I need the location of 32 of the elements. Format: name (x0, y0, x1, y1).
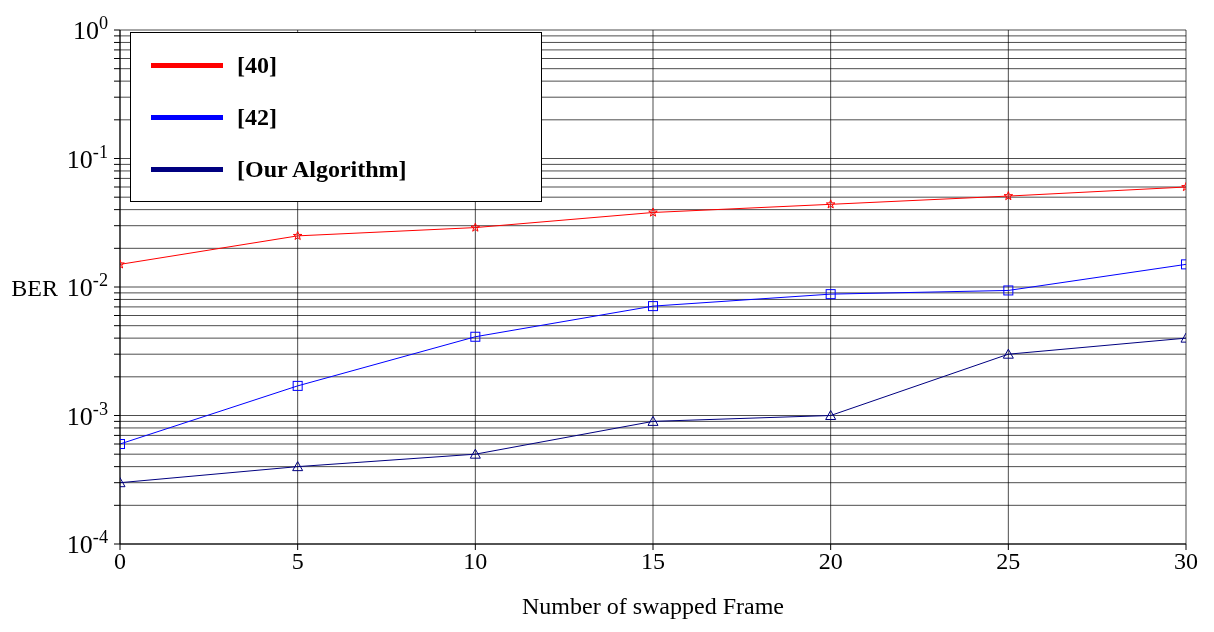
point (647, 415, 659, 426)
y-axis-title: BER (11, 274, 58, 301)
point (648, 301, 658, 312)
point (292, 380, 303, 391)
x-tick-label: 10 (463, 548, 488, 575)
x-tick-label: 15 (641, 548, 665, 575)
x-tick-label: 30 (1174, 548, 1198, 575)
x-axis-title: Number of swapped Frame (522, 593, 784, 619)
y-tick-label: 10$^{0}$ (72, 13, 108, 45)
point (470, 331, 481, 342)
point (825, 289, 836, 300)
point (469, 448, 481, 459)
y-tick-label: 10$^{-4}$ (66, 527, 108, 559)
legend-label: [Our Algorithm] (237, 155, 407, 183)
point (292, 230, 303, 241)
point (648, 207, 658, 217)
x-tick-label: 20 (818, 548, 843, 575)
y-tick-label: 10$^{-3}$ (66, 398, 108, 431)
x-tick-label: 25 (996, 548, 1021, 575)
y-tick-label: 10$^{-1}$ (66, 141, 108, 174)
point (825, 199, 836, 209)
point (1003, 191, 1014, 201)
point (1003, 285, 1014, 296)
legend-label: [40] (237, 51, 277, 79)
point (292, 461, 304, 472)
point (470, 222, 481, 232)
x-tick-label: 5 (291, 548, 304, 575)
x-tick-label: 0 (114, 548, 126, 575)
y-tick-label: 10$^{-2}$ (66, 270, 108, 302)
legend-label: [42] (237, 103, 277, 131)
point (1002, 348, 1014, 359)
point (825, 410, 837, 420)
